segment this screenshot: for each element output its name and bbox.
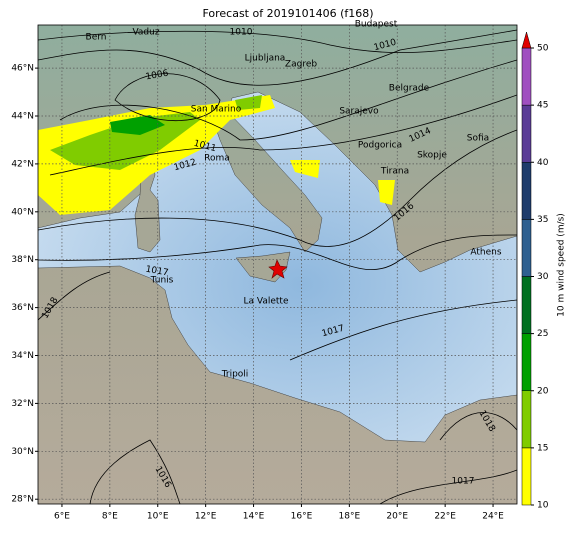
colorbar-segment	[521, 162, 532, 220]
colorbar-label: 10 m wind speed (m/s)	[557, 213, 567, 317]
colorbar-segment	[521, 333, 532, 391]
city-label: Vaduz	[132, 28, 159, 38]
city-label: Athens	[470, 248, 501, 258]
map-frame	[37, 24, 518, 505]
colorbar-tick-label: 20	[537, 386, 549, 396]
colorbar-segment	[521, 47, 532, 106]
city-label: Budapest	[355, 20, 398, 30]
y-tick-label: 42°N	[11, 159, 34, 169]
isobar-labels: 1010 1010 1006 1011 1012 1014 1016 1016 …	[40, 28, 496, 490]
city-label: Skopje	[417, 151, 447, 161]
colorbar-tick-label: 10	[537, 501, 549, 511]
city-label: Tripoli	[221, 370, 249, 380]
colorbar-tick-label: 50	[537, 44, 549, 54]
colorbar-segment	[521, 219, 532, 277]
colorbar-segment	[521, 390, 532, 449]
x-tick-label: 6°E	[54, 512, 70, 522]
y-tick-label: 38°N	[11, 255, 34, 265]
y-tick-label: 46°N	[11, 64, 34, 74]
x-tick-label: 22°E	[434, 512, 456, 522]
isobar-label: 1017	[145, 265, 169, 279]
city-label: Sofia	[467, 134, 489, 144]
cities: Bern Vaduz Budapest Ljubljana Zagreb San…	[86, 20, 502, 380]
x-tick-label: 24°E	[482, 512, 504, 522]
city-label: Tunis	[150, 276, 174, 286]
x-tick-label: 14°E	[243, 512, 265, 522]
city-label: Tirana	[380, 167, 409, 177]
y-tick-label: 34°N	[11, 351, 34, 361]
y-tick-label: 32°N	[11, 399, 34, 409]
colorbar-extend	[521, 31, 532, 49]
y-tick-label: 36°N	[11, 303, 34, 313]
isobar-label: 1010	[230, 28, 253, 38]
colorbar-segment	[521, 104, 532, 163]
colorbar-tick-label: 30	[537, 272, 549, 282]
city-label: San Marino	[191, 105, 242, 115]
x-tick-label: 10°E	[147, 512, 169, 522]
city-label: Bern	[86, 33, 107, 43]
star-marker	[268, 259, 288, 279]
y-tick-label: 28°N	[11, 495, 34, 505]
x-tick-label: 18°E	[339, 512, 361, 522]
colorbar-tick-label: 25	[537, 329, 548, 339]
colorbar-tick-label: 15	[537, 443, 548, 453]
colorbar-tick-label: 35	[537, 215, 548, 225]
colorbar-tick-label: 40	[537, 158, 549, 168]
colorbar-segment	[521, 447, 532, 506]
colorbar-tick-label: 45	[537, 101, 548, 111]
city-label: La Valette	[244, 297, 289, 307]
x-tick-label: 16°E	[291, 512, 313, 522]
city-label: Roma	[204, 154, 230, 164]
x-tick-label: 12°E	[195, 512, 217, 522]
city-label: Sarajevo	[339, 107, 379, 117]
city-label: Zagreb	[285, 60, 317, 70]
city-label: Belgrade	[389, 84, 430, 94]
isobar-label: 1006	[145, 69, 170, 83]
y-tick-label: 44°N	[11, 112, 34, 122]
isobars	[38, 29, 517, 504]
colorbar: 10 15 20 25 30 35 40 45 50	[521, 31, 549, 511]
title: Forecast of 2019101406 (f168)	[202, 7, 373, 20]
grid	[38, 25, 517, 504]
axes: 6°E 8°E 10°E 12°E 14°E 16°E 18°E 20°E 22°E 24°E 28…	[11, 64, 504, 522]
x-tick-label: 8°E	[102, 512, 118, 522]
city-label: Ljubljana	[245, 54, 286, 64]
city-label: Podgorica	[358, 141, 402, 151]
isobar-label: 1017	[452, 477, 475, 487]
wind-green	[110, 115, 165, 135]
y-tick-label: 30°N	[11, 447, 34, 457]
colorbar-segment	[521, 276, 532, 334]
x-tick-label: 20°E	[386, 512, 408, 522]
y-tick-label: 40°N	[11, 207, 34, 217]
wind-lightgreen	[50, 95, 262, 170]
